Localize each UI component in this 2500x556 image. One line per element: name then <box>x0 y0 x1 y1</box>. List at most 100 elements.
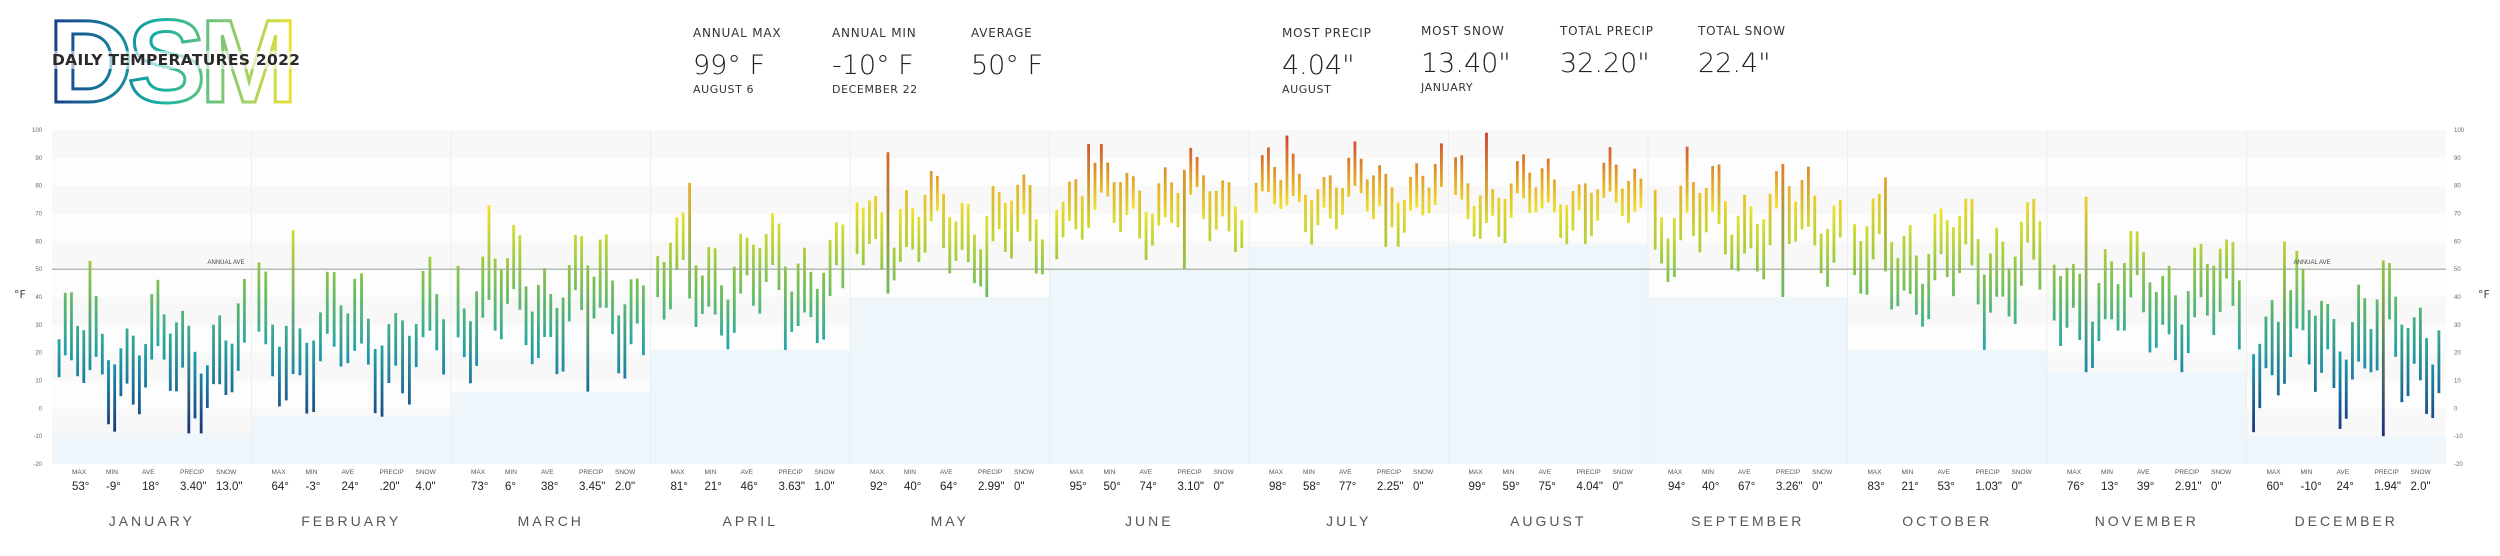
month-stat-value: -9° <box>106 481 121 493</box>
month-stat-value: .20" <box>380 481 400 493</box>
month-label: SEPTEMBER <box>1691 513 1804 529</box>
daily-temp-bar <box>997 192 1001 230</box>
daily-temp-bar <box>168 333 172 391</box>
y-tick-label: 10 <box>2454 379 2461 385</box>
daily-temp-bar <box>1041 239 1044 275</box>
daily-temp-bar <box>1639 178 1643 209</box>
daily-temp-bar <box>1384 173 1388 247</box>
daily-temp-bar <box>917 216 921 262</box>
daily-temp-bar <box>642 285 645 356</box>
daily-temp-bar <box>2381 260 2385 437</box>
daily-temp-bar <box>1131 176 1135 209</box>
month-stat-value: 40° <box>1702 481 1719 493</box>
month-stat-label: AVE <box>1738 469 1751 476</box>
daily-temp-bar <box>1571 191 1575 231</box>
month-stat-value: 98° <box>1269 481 1286 493</box>
daily-temp-bar <box>1087 143 1091 228</box>
daily-temp-bar <box>2097 283 2101 342</box>
month-stat-label: SNOW <box>815 469 836 476</box>
daily-temp-bar <box>911 208 915 250</box>
month-stat-value: 60° <box>2267 481 2284 493</box>
daily-temp-bar <box>1254 182 1258 213</box>
month-stat-label: MIN <box>505 469 517 476</box>
daily-temp-bar <box>1221 180 1225 217</box>
daily-temp-bar <box>815 288 819 344</box>
y-tick-label: 20 <box>2454 351 2461 357</box>
daily-temp-bar <box>688 182 692 299</box>
daily-temp-bar <box>1106 162 1110 197</box>
daily-temp-bar <box>777 223 781 291</box>
stat-value: 4.04" <box>1282 50 1355 81</box>
daily-temp-bar <box>1865 226 1869 295</box>
y-tick-label: -10 <box>2454 434 2463 440</box>
daily-temp-bar <box>758 247 762 314</box>
daily-temp-bar <box>726 299 730 350</box>
daily-temp-bar <box>339 305 343 367</box>
month-stat-label: AVE <box>1140 469 1153 476</box>
month-stat-value: 46° <box>741 481 758 493</box>
month-stat-value: 3.45" <box>579 481 605 493</box>
month-stat-value: -10° <box>2301 481 2322 493</box>
y-tick-label: 30 <box>35 323 42 329</box>
daily-temp-bar <box>2013 256 2017 324</box>
daily-temp-bar <box>1353 141 1357 186</box>
stat-value: 22.4" <box>1698 48 1771 79</box>
y-tick-label: 10 <box>35 379 42 385</box>
month-stat-label: SNOW <box>2211 469 2232 476</box>
daily-temp-bar <box>1157 183 1161 226</box>
month-min-block <box>2047 372 2247 464</box>
daily-temp-bar <box>1322 177 1326 208</box>
stat-total-snow: TOTAL SNOW 22.4" <box>1698 24 1786 79</box>
daily-temp-bar <box>257 262 261 332</box>
month-stat-value: 3.26" <box>1776 481 1802 493</box>
daily-temp-bar <box>2388 263 2391 320</box>
daily-temp-bar <box>675 217 679 270</box>
daily-temp-bar <box>942 193 945 249</box>
y-tick-label: 40 <box>2454 295 2461 301</box>
daily-temp-bar <box>1921 283 1924 327</box>
month-stat-value: 0" <box>2012 481 2022 493</box>
daily-temp-bar <box>555 307 559 375</box>
month-stat-label: MAX <box>272 469 287 476</box>
month-stat-label: MIN <box>1702 469 1714 476</box>
daily-temp-bar <box>635 278 639 324</box>
daily-temp-bar <box>2038 220 2042 290</box>
daily-temp-bar <box>1826 228 1829 287</box>
month-stat-value: 76° <box>2067 481 2084 493</box>
daily-temp-bar <box>549 294 553 338</box>
daily-temp-bar <box>2071 264 2075 308</box>
daily-temp-bar <box>462 308 466 358</box>
daily-temp-bar <box>1208 191 1212 242</box>
daily-temp-bar <box>1546 158 1550 203</box>
y-tick-label: 70 <box>2454 212 2461 218</box>
stat-value: -10° F <box>832 50 914 81</box>
month-min-block <box>1249 246 1449 464</box>
daily-temp-bar <box>2276 321 2280 396</box>
daily-temp-bar <box>475 291 479 366</box>
stat-sub: AUGUST <box>1282 83 1332 96</box>
month-stat-value: 13° <box>2101 481 2118 493</box>
month-stat-label: SNOW <box>615 469 636 476</box>
month-stat-label: SNOW <box>2411 469 2432 476</box>
daily-temp-bar <box>1310 200 1314 245</box>
daily-temp-bar <box>1660 217 1663 264</box>
daily-temp-bar <box>1485 132 1488 224</box>
daily-temp-bar <box>828 239 832 297</box>
daily-temp-bar <box>1583 183 1587 245</box>
daily-temp-bar <box>2320 300 2323 373</box>
daily-temp-bar <box>880 212 884 270</box>
daily-temp-bar <box>119 348 123 397</box>
month-stat-label: AVE <box>1539 469 1552 476</box>
month-stat-value: 0" <box>1812 481 1822 493</box>
daily-temp-bar <box>2186 291 2190 354</box>
daily-temp-bar <box>979 249 983 287</box>
daily-temp-bar <box>855 202 859 254</box>
daily-temp-bar <box>1402 199 1406 233</box>
daily-temp-bar <box>1138 190 1142 239</box>
daily-temp-bar <box>935 175 939 211</box>
month-stat-label: MAX <box>471 469 486 476</box>
daily-temp-bar <box>923 194 927 253</box>
daily-temp-bar <box>512 224 516 290</box>
daily-temp-bar <box>150 294 154 360</box>
daily-temp-bar <box>100 333 104 375</box>
